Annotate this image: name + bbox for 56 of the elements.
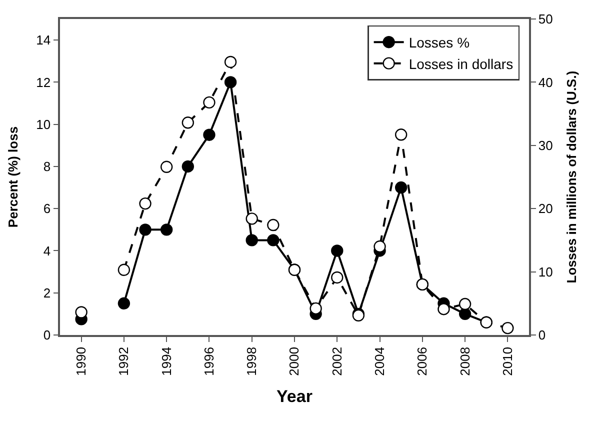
x-tick-label: 1994 [158, 346, 174, 376]
point [160, 160, 173, 173]
y2-tick-label: 30 [538, 138, 553, 153]
point [224, 56, 237, 68]
x-tick-label: 1998 [244, 346, 260, 376]
y2-tick-label: 10 [538, 264, 553, 280]
point [182, 160, 194, 173]
x-tick-label: 2000 [286, 346, 302, 376]
x-tick-label: 2010 [500, 346, 515, 376]
y2-tick-label: 50 [538, 12, 553, 27]
x-axis-title: Year [276, 386, 313, 406]
y-tick-label: 10 [36, 116, 51, 132]
point [394, 181, 408, 194]
y2-tick-label: 0 [538, 328, 546, 343]
x-tick-label: 2002 [329, 346, 344, 376]
x-tick-label: 2008 [457, 346, 472, 376]
point [139, 224, 152, 236]
y-tick-label: 4 [43, 243, 51, 258]
x-tick-label: 2006 [414, 346, 430, 376]
point [75, 306, 88, 318]
point [438, 302, 450, 316]
point [267, 218, 280, 232]
point [394, 128, 408, 141]
point [502, 322, 514, 334]
y2-axis-title: Losses in millions of dollars (U.S.) [564, 70, 579, 284]
y-tick-label: 6 [43, 201, 51, 216]
x-tick-label: 1992 [116, 346, 132, 376]
point [203, 128, 216, 141]
y-axis-title: Percent (%) loss [6, 126, 21, 228]
point [203, 96, 216, 109]
x-tick-label: 1996 [201, 346, 216, 376]
legend-label: Losses % [408, 34, 470, 51]
y-tick-label: 8 [43, 159, 51, 174]
point [374, 240, 386, 253]
point [182, 116, 194, 129]
y-tick-label: 2 [43, 285, 51, 300]
point [160, 224, 173, 236]
point [331, 271, 344, 284]
point [118, 297, 130, 310]
x-tick-label: 2004 [372, 346, 387, 376]
y-tick-label: 14 [36, 32, 51, 48]
point [246, 212, 258, 225]
point [118, 264, 130, 276]
legend-label: Losses in dollars [408, 56, 514, 72]
x-tick-label: 1990 [74, 346, 89, 376]
y2-tick-label: 20 [538, 201, 553, 216]
point [458, 308, 472, 320]
point [267, 234, 280, 246]
y-tick-label: 0 [43, 328, 51, 343]
y2-tick-label: 40 [538, 74, 553, 90]
point [246, 234, 258, 246]
y-tick-label: 12 [36, 74, 51, 90]
point [458, 298, 472, 310]
point [331, 244, 344, 257]
point [310, 302, 322, 315]
point [139, 197, 152, 210]
